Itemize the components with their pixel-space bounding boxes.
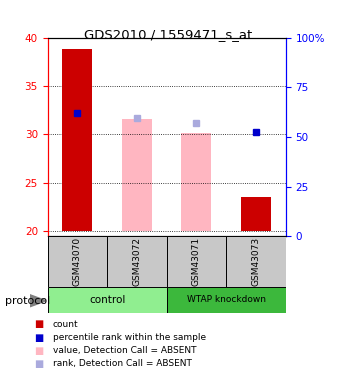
Text: ■: ■: [34, 333, 43, 342]
Text: GSM43072: GSM43072: [132, 237, 141, 286]
Text: ■: ■: [34, 320, 43, 329]
Text: GDS2010 / 1559471_s_at: GDS2010 / 1559471_s_at: [84, 28, 252, 41]
Text: protocol: protocol: [5, 296, 50, 306]
Text: GSM43070: GSM43070: [73, 237, 82, 286]
Bar: [107, 236, 167, 287]
Bar: [122, 119, 152, 231]
Text: WTAP knockdown: WTAP knockdown: [187, 296, 266, 304]
Text: ■: ■: [34, 359, 43, 369]
Text: rank, Detection Call = ABSENT: rank, Detection Call = ABSENT: [53, 359, 191, 368]
Text: GSM43073: GSM43073: [251, 237, 260, 286]
Text: ■: ■: [34, 346, 43, 355]
Polygon shape: [30, 295, 46, 307]
Text: value, Detection Call = ABSENT: value, Detection Call = ABSENT: [53, 346, 196, 355]
Bar: [48, 236, 107, 287]
Text: percentile rank within the sample: percentile rank within the sample: [53, 333, 206, 342]
Bar: [167, 236, 226, 287]
Bar: [226, 236, 286, 287]
Text: count: count: [53, 320, 78, 329]
Bar: [241, 198, 271, 231]
Text: GSM43071: GSM43071: [192, 237, 201, 286]
Bar: [167, 287, 286, 313]
Text: control: control: [89, 295, 125, 305]
Bar: [63, 49, 92, 231]
Bar: [182, 132, 211, 231]
Bar: [48, 287, 167, 313]
